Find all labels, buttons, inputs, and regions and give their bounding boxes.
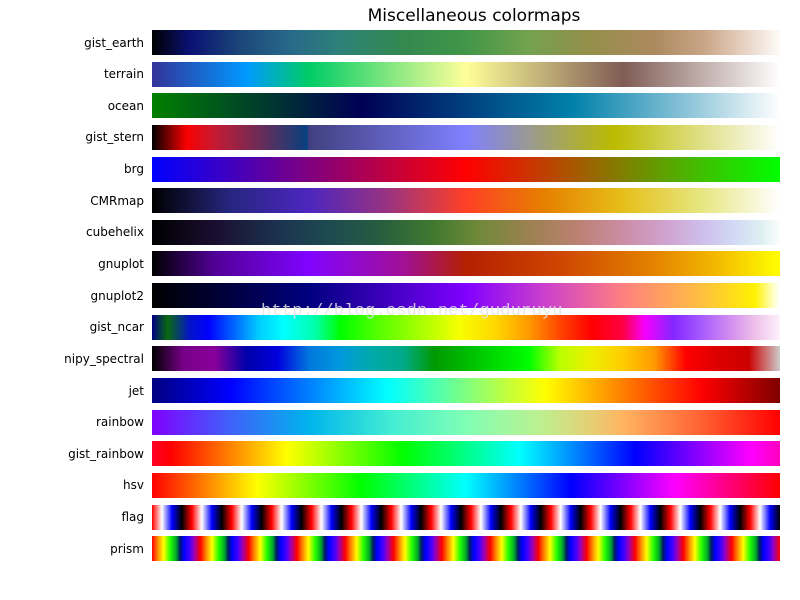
colormap-label: gist_ncar (89, 320, 144, 335)
colormap-bar (152, 61, 780, 87)
colormap-strip-list: gist_earth terrain ocean gist_stern brg … (0, 30, 800, 568)
colormap-label: jet (128, 383, 144, 398)
colormap-row: hsv (0, 472, 800, 498)
colormap-row: gist_stern (0, 124, 800, 150)
colormap-bar (152, 283, 780, 309)
colormap-bar (152, 219, 780, 245)
colormap-row: rainbow (0, 409, 800, 435)
colormap-label: ocean (107, 98, 144, 113)
colormap-label: gnuplot2 (90, 288, 144, 303)
colormap-bar (152, 536, 780, 562)
colormap-label: flag (121, 510, 144, 525)
colormap-label: gnuplot (98, 256, 144, 271)
colormap-row: gist_rainbow (0, 441, 800, 467)
colormap-bar (152, 188, 780, 214)
colormap-label: gist_earth (84, 35, 144, 50)
colormap-row: brg (0, 156, 800, 182)
colormap-bar (152, 314, 780, 340)
colormap-bar (152, 30, 780, 55)
colormap-row: flag (0, 504, 800, 530)
colormap-label: prism (110, 541, 144, 556)
colormap-bar (152, 124, 780, 150)
colormap-bar (152, 251, 780, 277)
colormap-bar (152, 346, 780, 372)
colormap-row: ocean (0, 93, 800, 119)
colormap-bar (152, 472, 780, 498)
colormap-label: gist_rainbow (68, 446, 144, 461)
colormap-row: cubehelix (0, 219, 800, 245)
colormap-label: nipy_spectral (64, 351, 144, 366)
colormap-bar (152, 378, 780, 404)
colormap-row: jet (0, 378, 800, 404)
colormap-bar (152, 93, 780, 119)
figure-title: Miscellaneous colormaps (367, 6, 581, 26)
colormap-bar (152, 156, 780, 182)
colormap-row: terrain (0, 61, 800, 87)
colormap-label: gist_stern (85, 130, 144, 145)
colormap-label: hsv (123, 478, 144, 493)
colormap-bar (152, 441, 780, 467)
colormap-row: gist_earth (0, 30, 800, 55)
colormap-row: CMRmap (0, 188, 800, 214)
colormap-bar (152, 409, 780, 435)
colormap-row: gnuplot2 (0, 283, 800, 309)
colormap-label: CMRmap (90, 193, 144, 208)
colormap-row: nipy_spectral (0, 346, 800, 372)
colormap-bar (152, 504, 780, 530)
colormap-row: prism (0, 536, 800, 562)
watermark: http://blog.csdn.net/guduruyu (261, 302, 563, 321)
colormap-row: gist_ncar (0, 314, 800, 340)
colormap-label: terrain (103, 67, 144, 82)
colormap-label: rainbow (96, 415, 144, 430)
colormap-row: gnuplot (0, 251, 800, 277)
colormap-label: brg (124, 162, 144, 177)
colormap-label: cubehelix (86, 225, 144, 240)
